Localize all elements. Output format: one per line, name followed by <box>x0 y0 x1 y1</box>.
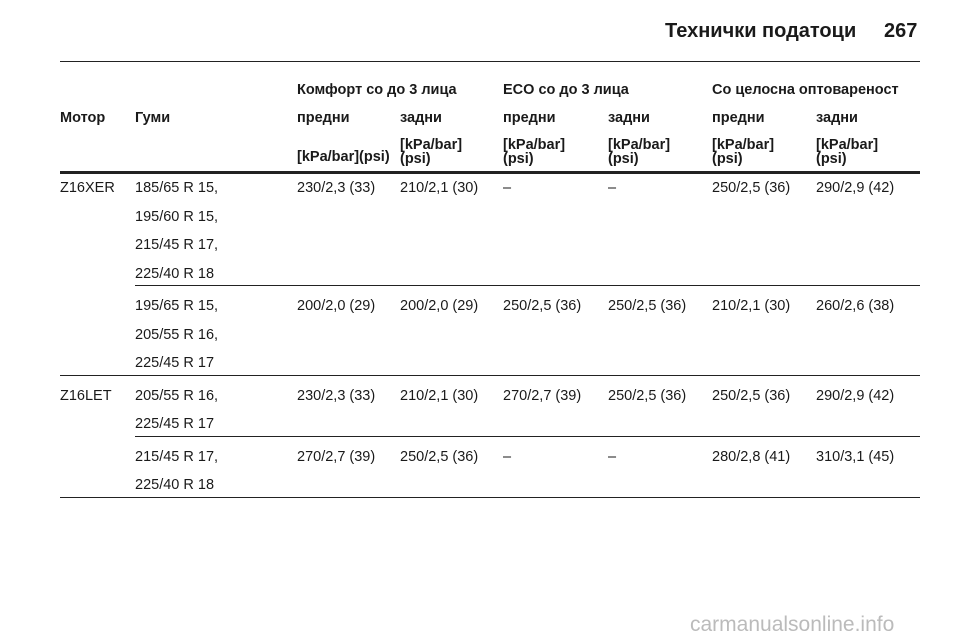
tyre-size: 205/55 R 16, <box>135 387 219 404</box>
engine: Z16LET <box>60 387 112 404</box>
unit: [kPa/bar](psi) <box>297 149 390 165</box>
rule <box>60 171 920 174</box>
pressure: 210/2,1 (30) <box>712 298 791 314</box>
tyre-size: 225/40 R 18 <box>135 477 215 493</box>
unit: [kPa/bar] <box>712 137 775 153</box>
pressure: – <box>503 448 512 465</box>
tyre-size: 195/60 R 15, <box>135 208 219 225</box>
pressure: 210/2,1 (30) <box>400 387 479 404</box>
rule <box>135 285 920 286</box>
column-header: Мотор <box>60 110 106 126</box>
unit: (psi) <box>400 151 431 167</box>
tyre-size: 195/65 R 15, <box>135 298 219 314</box>
pressure: 230/2,3 (33) <box>297 180 376 196</box>
unit: (psi) <box>503 151 534 167</box>
pressure: 250/2,5 (36) <box>503 298 582 314</box>
pressure: 290/2,9 (42) <box>816 180 895 196</box>
pressure: 250/2,5 (36) <box>400 448 479 465</box>
rule <box>135 435 920 437</box>
tyre-size: 225/40 R 18 <box>135 265 215 282</box>
group-header: Комфорт со до 3 лица <box>297 82 457 98</box>
pressure: 250/2,5 (36) <box>712 387 791 404</box>
pressure: 250/2,5 (36) <box>608 387 687 404</box>
column-header: Гуми <box>135 110 171 126</box>
rule <box>60 374 920 376</box>
unit: (psi) <box>608 151 639 167</box>
engine: Z16XER <box>60 180 115 196</box>
unit: [kPa/bar] <box>816 137 879 153</box>
unit: [kPa/bar] <box>608 137 671 153</box>
tyre-size: 205/55 R 16, <box>135 326 219 343</box>
page-number: 267 <box>884 20 918 42</box>
pressure: 310/3,1 (45) <box>816 448 895 465</box>
rule <box>60 496 920 498</box>
pressure: 250/2,5 (36) <box>608 298 687 314</box>
sub-header: предни <box>503 110 556 126</box>
tyre-size: 225/45 R 17 <box>135 355 215 371</box>
pressure: – <box>608 448 617 465</box>
unit: [kPa/bar] <box>400 137 463 153</box>
pressure: 280/2,8 (41) <box>712 448 791 465</box>
pressure: 200/2,0 (29) <box>400 298 479 314</box>
tyre-size: 185/65 R 15, <box>135 180 219 196</box>
tyre-size: 215/45 R 17, <box>135 448 219 465</box>
pressure: 270/2,7 (39) <box>503 387 582 404</box>
pressure: 270/2,7 (39) <box>297 448 376 465</box>
pressure: – <box>503 180 512 196</box>
page-title: Технички податоци <box>665 20 857 42</box>
pressure: 290/2,9 (42) <box>816 387 895 404</box>
sub-header: предни <box>712 110 765 126</box>
pressure: 260/2,6 (38) <box>816 298 895 314</box>
pressure: 250/2,5 (36) <box>712 180 791 196</box>
pressure: 210/2,1 (30) <box>400 180 479 196</box>
tyre-size: 215/45 R 17, <box>135 237 219 253</box>
sub-header: предни <box>297 110 350 126</box>
pressure: – <box>608 180 617 196</box>
unit: (psi) <box>816 151 847 167</box>
pressure: 230/2,3 (33) <box>297 387 376 404</box>
tyre-size: 225/45 R 17 <box>135 416 215 432</box>
watermark: carmanualsonline.info <box>690 613 895 636</box>
group-header: ECO со до 3 лица <box>503 82 629 98</box>
sub-header: задни <box>400 110 442 126</box>
sub-header: задни <box>816 110 858 126</box>
sub-header: задни <box>608 110 650 126</box>
group-header: Со целосна оптовареност <box>712 82 899 98</box>
unit: [kPa/bar] <box>503 137 566 153</box>
unit: (psi) <box>712 151 743 167</box>
rule <box>60 61 920 62</box>
pressure: 200/2,0 (29) <box>297 298 376 314</box>
